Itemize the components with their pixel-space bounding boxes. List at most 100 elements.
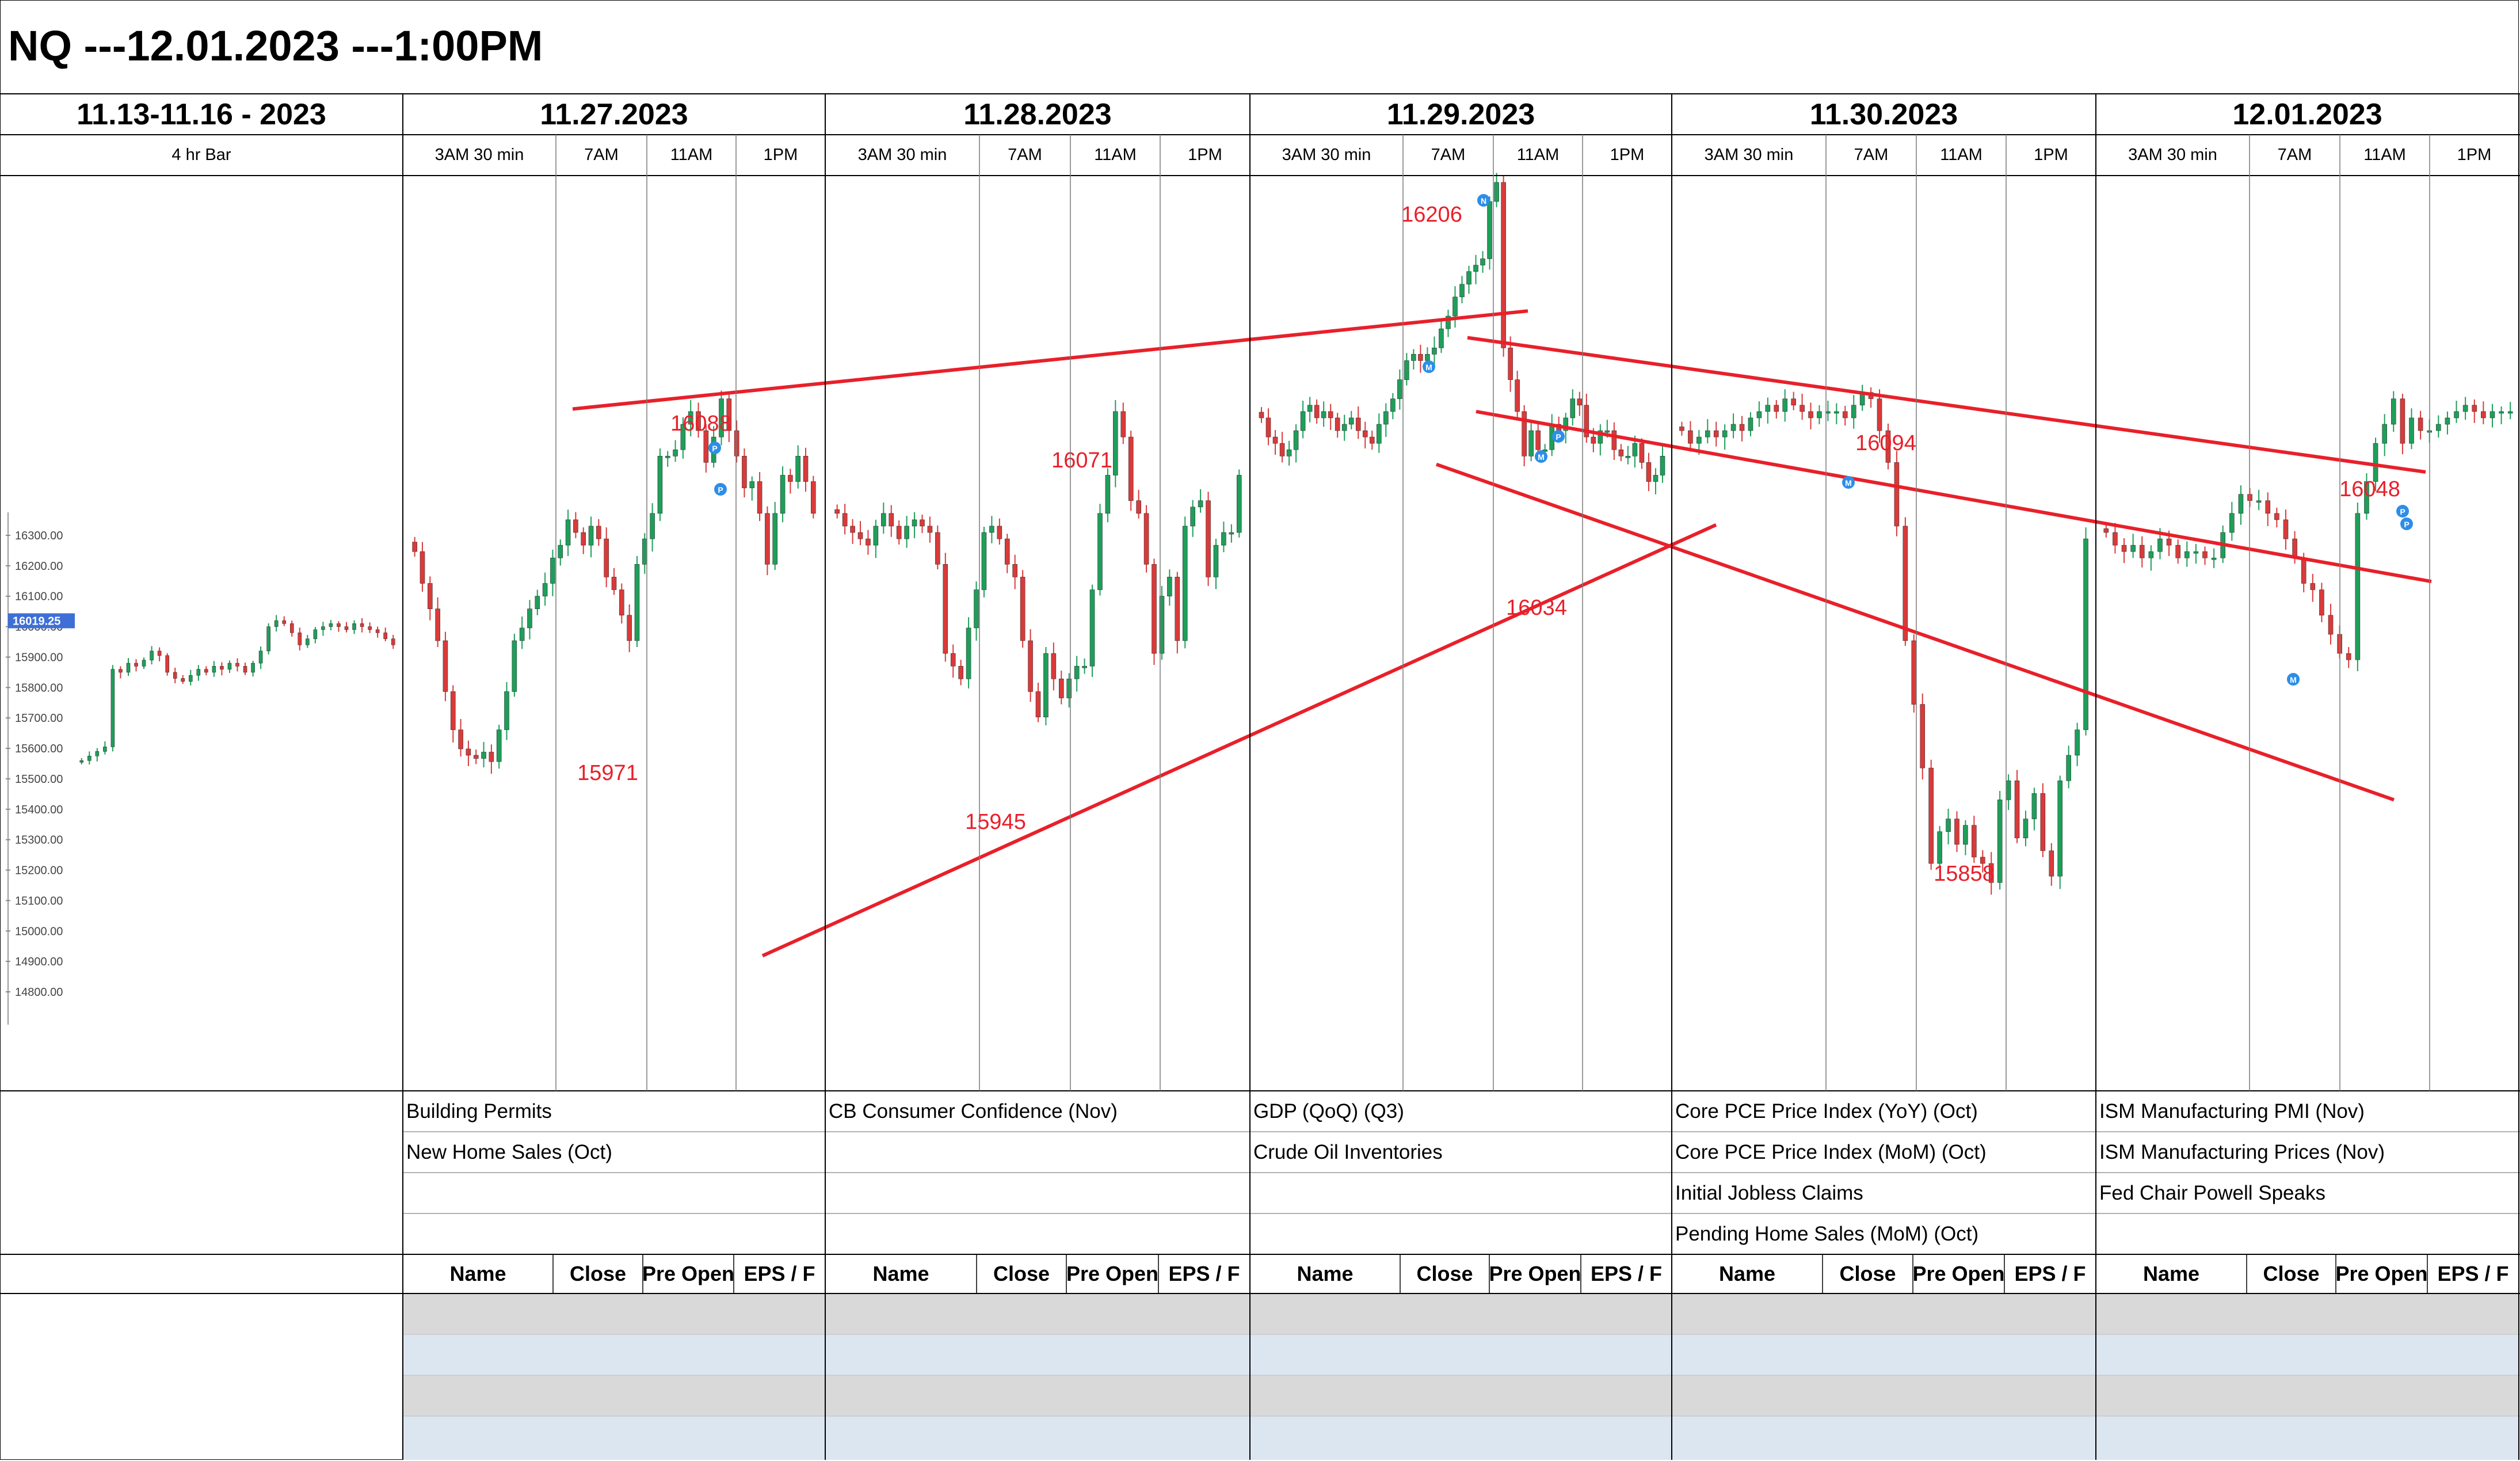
candle bbox=[87, 755, 92, 761]
candle bbox=[173, 672, 177, 679]
candle bbox=[2175, 545, 2180, 558]
earnings-row bbox=[1250, 1375, 1672, 1416]
candle bbox=[1376, 424, 1382, 444]
economic-event: Pending Home Sales (MoM) (Oct) bbox=[1675, 1222, 1979, 1245]
candle bbox=[795, 456, 800, 482]
candle bbox=[1808, 411, 1813, 418]
economic-event: Core PCE Price Index (MoM) (Oct) bbox=[1675, 1140, 1987, 1163]
candle bbox=[2057, 780, 2063, 877]
price-axis-label: 15400.00 bbox=[15, 804, 63, 816]
candle bbox=[1035, 691, 1041, 717]
candle bbox=[79, 760, 84, 763]
candle bbox=[1563, 417, 1569, 431]
price-axis-label: 16100.00 bbox=[15, 591, 63, 603]
candle bbox=[412, 542, 417, 552]
earnings-column-header: EPS / F bbox=[2014, 1262, 2086, 1285]
candle bbox=[181, 678, 185, 682]
candle bbox=[550, 557, 555, 584]
candle bbox=[1175, 577, 1180, 641]
candle bbox=[251, 663, 255, 673]
candle bbox=[665, 456, 670, 458]
event-marker-icon bbox=[714, 483, 727, 496]
price-annotation: 16206 bbox=[1401, 203, 1462, 227]
candle bbox=[850, 526, 855, 533]
candle bbox=[997, 526, 1002, 539]
candle bbox=[2157, 538, 2163, 552]
candle bbox=[1272, 436, 1278, 444]
candle bbox=[1167, 577, 1172, 596]
candle bbox=[329, 623, 333, 627]
earnings-row bbox=[825, 1416, 1250, 1460]
candle bbox=[1383, 411, 1389, 425]
candle bbox=[920, 519, 925, 527]
event-marker-icon bbox=[2400, 518, 2413, 530]
candle bbox=[1911, 640, 1917, 705]
economic-event: Building Permits bbox=[406, 1099, 552, 1123]
candle bbox=[2166, 538, 2172, 546]
day-header-date: 11.27.2023 bbox=[540, 97, 688, 131]
event-marker-letter: P bbox=[1556, 432, 1561, 442]
trendline bbox=[761, 523, 1717, 958]
earnings-row bbox=[1250, 1416, 1672, 1460]
candle bbox=[1618, 449, 1624, 456]
session-label: 11AM bbox=[2363, 145, 2406, 164]
candle bbox=[1782, 398, 1788, 412]
candle bbox=[1528, 430, 1534, 456]
candle bbox=[627, 615, 632, 641]
candle bbox=[596, 526, 601, 539]
event-marker-letter: P bbox=[2400, 507, 2405, 516]
candle bbox=[896, 526, 902, 539]
candle bbox=[2265, 500, 2271, 514]
candle bbox=[282, 620, 287, 624]
earnings-column-header: Close bbox=[2263, 1262, 2320, 1285]
candle bbox=[2229, 513, 2235, 533]
candle bbox=[2247, 494, 2252, 501]
candle bbox=[2049, 850, 2054, 877]
candle bbox=[1466, 271, 1471, 285]
economic-event: Crude Oil Inventories bbox=[1253, 1140, 1443, 1163]
event-marker-letter: P bbox=[718, 485, 723, 494]
candle bbox=[235, 663, 239, 667]
candle bbox=[650, 513, 655, 539]
candle bbox=[2075, 729, 2080, 756]
candle bbox=[1834, 411, 1839, 414]
price-axis-label: 15300.00 bbox=[15, 834, 63, 847]
price-axis-label: 14900.00 bbox=[15, 956, 63, 968]
candle bbox=[857, 532, 863, 539]
earnings-column-header: Pre Open bbox=[1913, 1262, 2004, 1285]
candle bbox=[1774, 405, 1779, 412]
session-label: 3AM 30 min bbox=[2128, 145, 2217, 164]
candle bbox=[1817, 411, 1822, 418]
candle bbox=[1355, 417, 1361, 431]
candle bbox=[1082, 665, 1087, 668]
candle bbox=[2066, 755, 2071, 781]
candle bbox=[1097, 513, 1103, 590]
earnings-row bbox=[2096, 1375, 2519, 1416]
economic-event: ISM Manufacturing Prices (Nov) bbox=[2099, 1140, 2385, 1163]
candle bbox=[266, 626, 270, 652]
price-annotation: 15945 bbox=[965, 810, 1026, 834]
session-label: 7AM bbox=[1854, 145, 1889, 164]
earnings-row bbox=[1250, 1334, 1672, 1375]
candle bbox=[1877, 398, 1882, 431]
candle bbox=[2130, 545, 2136, 552]
event-marker-icon bbox=[1477, 194, 1490, 207]
earnings-row bbox=[403, 1375, 825, 1416]
earnings-column-header: EPS / F bbox=[1590, 1262, 1663, 1285]
event-marker-letter: N bbox=[1481, 196, 1486, 206]
candle bbox=[1206, 500, 1211, 577]
candle bbox=[150, 650, 154, 661]
candle bbox=[1452, 296, 1458, 317]
candle bbox=[1362, 430, 1368, 437]
session-label: 3AM 30 min bbox=[434, 145, 524, 164]
candle bbox=[1113, 411, 1118, 475]
candle bbox=[2462, 405, 2468, 412]
candle bbox=[1713, 430, 1719, 437]
candle bbox=[2489, 411, 2495, 418]
candle bbox=[321, 626, 325, 630]
candle bbox=[1825, 411, 1831, 414]
candle bbox=[1432, 348, 1437, 355]
candle bbox=[673, 449, 678, 456]
session-label: 3AM 30 min bbox=[857, 145, 947, 164]
candle bbox=[227, 663, 232, 669]
